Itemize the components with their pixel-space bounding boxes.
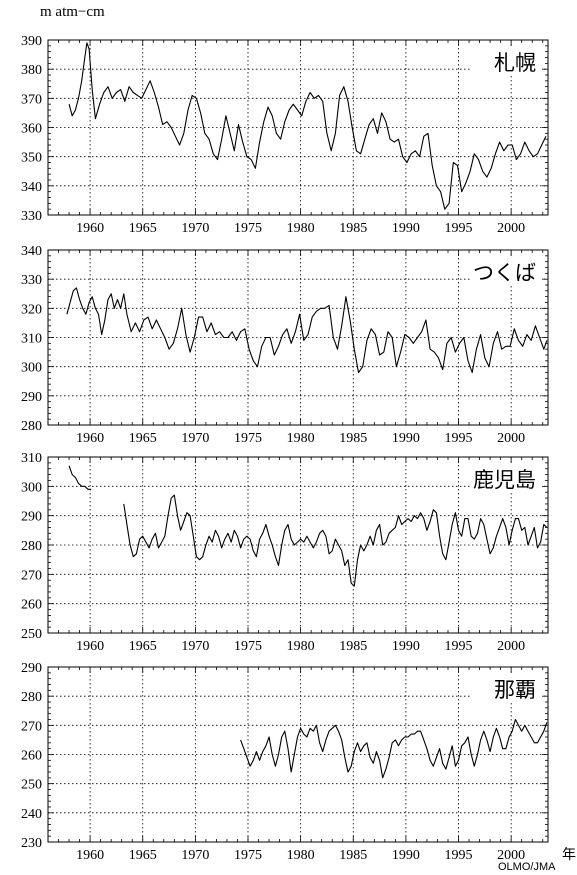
y-tick-label: 280 xyxy=(21,539,42,554)
credit-label: OLMO/JMA xyxy=(498,861,556,873)
x-tick-label: 1990 xyxy=(392,639,420,654)
x-tick-label: 1980 xyxy=(287,221,315,236)
x-tick-label: 1960 xyxy=(76,848,104,863)
x-tick-label: 1995 xyxy=(445,848,473,863)
y-tick-label: 370 xyxy=(21,92,42,107)
x-tick-label: 1985 xyxy=(339,848,367,863)
x-tick-label: 1990 xyxy=(392,431,420,446)
y-tick-label: 340 xyxy=(21,180,42,195)
x-tick-label: 1995 xyxy=(445,431,473,446)
plot-frame xyxy=(47,666,549,843)
station-label: 札幌 xyxy=(494,51,536,75)
x-tick-label: 1975 xyxy=(234,431,262,446)
station-label-bg xyxy=(470,465,542,493)
y-tick-label: 270 xyxy=(21,719,42,734)
y-tick-label: 310 xyxy=(21,451,42,466)
y-tick-label: 330 xyxy=(21,273,42,288)
station-label-bg xyxy=(470,48,542,76)
y-tick-label: 260 xyxy=(21,749,42,764)
y-tick-label: 260 xyxy=(21,598,42,613)
x-tick-label: 1980 xyxy=(287,431,315,446)
x-tick-label: 1980 xyxy=(287,848,315,863)
y-tick-label: 300 xyxy=(21,361,42,376)
x-tick-label: 2000 xyxy=(497,848,525,863)
x-tick-label: 1990 xyxy=(392,848,420,863)
y-tick-label: 390 xyxy=(21,34,42,49)
x-tick-label: 1985 xyxy=(339,639,367,654)
series-line xyxy=(68,42,547,210)
plot-frame xyxy=(47,249,549,426)
station-label: 鹿児島 xyxy=(473,468,536,492)
x-tick-label: 1970 xyxy=(181,848,209,863)
y-unit-label: m atm−cm xyxy=(40,4,105,20)
station-label-bg xyxy=(470,675,542,703)
x-tick-label: 1960 xyxy=(76,639,104,654)
x-tick-label: 1990 xyxy=(392,221,420,236)
x-tick-label: 1975 xyxy=(234,221,262,236)
y-tick-label: 290 xyxy=(21,510,42,525)
y-tick-label: 240 xyxy=(21,807,42,822)
y-tick-label: 250 xyxy=(21,627,42,642)
series-line xyxy=(123,494,548,587)
x-tick-label: 1970 xyxy=(181,431,209,446)
x-tick-label: 1985 xyxy=(339,431,367,446)
x-tick-label: 1965 xyxy=(129,221,157,236)
y-tick-label: 310 xyxy=(21,332,42,347)
y-tick-label: 250 xyxy=(21,778,42,793)
x-tick-label: 1995 xyxy=(445,221,473,236)
x-tick-label: 1980 xyxy=(287,639,315,654)
y-tick-label: 350 xyxy=(21,151,42,166)
y-tick-label: 380 xyxy=(21,63,42,78)
x-tick-label: 1995 xyxy=(445,639,473,654)
y-tick-label: 360 xyxy=(21,122,42,137)
y-tick-label: 290 xyxy=(21,661,42,676)
y-tick-label: 330 xyxy=(21,209,42,224)
y-tick-label: 320 xyxy=(21,302,42,317)
series-line xyxy=(66,287,548,374)
station-label-bg xyxy=(470,258,542,286)
y-tick-label: 290 xyxy=(21,390,42,405)
x-tick-label: 1960 xyxy=(76,431,104,446)
x-tick-label: 2000 xyxy=(497,431,525,446)
plot-frame xyxy=(47,456,549,634)
station-label: 那覇 xyxy=(494,678,536,702)
y-tick-label: 230 xyxy=(21,836,42,851)
y-tick-label: 280 xyxy=(21,419,42,434)
x-tick-label: 1970 xyxy=(181,639,209,654)
y-tick-label: 340 xyxy=(21,244,42,259)
y-tick-label: 300 xyxy=(21,480,42,495)
plot-frame xyxy=(47,39,549,216)
x-unit-label: 年 xyxy=(562,847,576,863)
y-tick-label: 270 xyxy=(21,568,42,583)
series-line xyxy=(68,465,92,490)
series-line xyxy=(240,718,548,779)
x-tick-label: 2000 xyxy=(497,221,525,236)
station-label: つくば xyxy=(473,261,536,285)
x-tick-label: 1970 xyxy=(181,221,209,236)
x-tick-label: 2000 xyxy=(497,639,525,654)
x-tick-label: 1965 xyxy=(129,639,157,654)
x-tick-label: 1975 xyxy=(234,639,262,654)
x-tick-label: 1985 xyxy=(339,221,367,236)
x-tick-label: 1975 xyxy=(234,848,262,863)
x-tick-label: 1965 xyxy=(129,431,157,446)
x-tick-label: 1965 xyxy=(129,848,157,863)
y-tick-label: 280 xyxy=(21,690,42,705)
x-tick-label: 1960 xyxy=(76,221,104,236)
